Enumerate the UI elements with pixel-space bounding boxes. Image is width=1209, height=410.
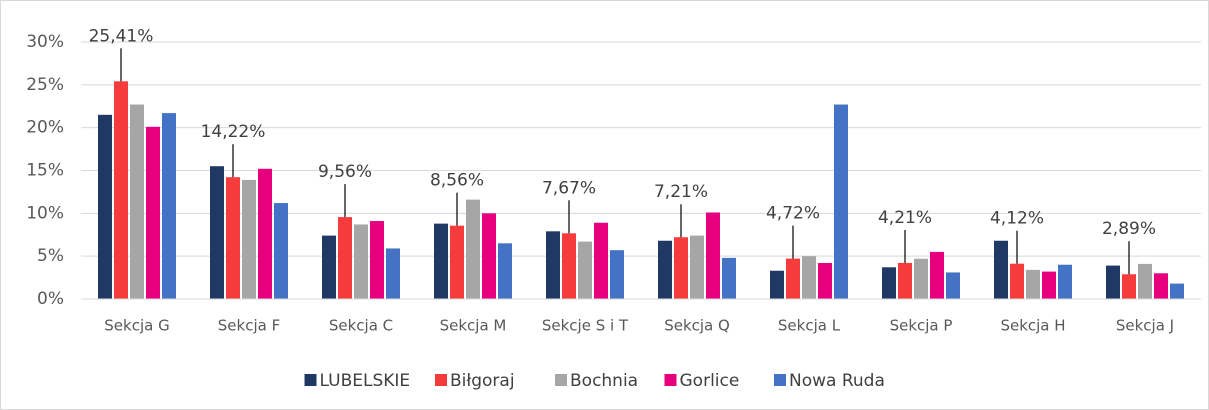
bar <box>338 217 352 299</box>
bar <box>994 240 1008 299</box>
bar <box>802 256 816 299</box>
legend-swatch <box>555 374 567 386</box>
bar <box>1026 269 1040 299</box>
bar <box>98 114 112 299</box>
bar <box>386 248 400 299</box>
legend-label: Gorlice <box>680 371 740 391</box>
bar <box>450 225 464 299</box>
y-tick-label: 20% <box>26 118 64 138</box>
bar <box>562 233 576 299</box>
legend-swatch <box>774 374 786 386</box>
legend-label: LUBELSKIE <box>320 371 411 391</box>
bar <box>498 243 512 299</box>
data-label: 14,22% <box>201 122 266 142</box>
x-tick-label: Sekcja C <box>329 317 393 335</box>
data-label: 8,56% <box>430 171 484 191</box>
data-label: 9,56% <box>318 162 372 182</box>
legend-label: Nowa Ruda <box>789 371 885 391</box>
bar <box>706 212 720 299</box>
legend-swatch <box>664 374 677 386</box>
bar <box>370 221 384 299</box>
bar <box>834 104 848 299</box>
bar <box>322 235 336 299</box>
bar <box>1106 265 1120 299</box>
data-label: 4,12% <box>990 209 1044 229</box>
legend-label: Biłgoraj <box>450 371 515 391</box>
bar <box>210 166 224 299</box>
bar <box>882 267 896 299</box>
data-label: 7,67% <box>542 178 596 198</box>
bar <box>1154 273 1168 299</box>
y-tick-label: 10% <box>26 203 64 223</box>
bar <box>162 113 176 299</box>
x-tick-label: Sekcja Q <box>664 317 730 335</box>
data-label: 4,21% <box>878 208 932 228</box>
data-label: 7,21% <box>654 182 708 202</box>
bar <box>466 199 480 299</box>
bar <box>1042 271 1056 299</box>
y-tick-label: 30% <box>26 32 64 52</box>
bar <box>146 126 160 299</box>
bar <box>674 237 688 299</box>
bar <box>482 213 496 299</box>
x-tick-label: Sekcja F <box>218 317 280 335</box>
data-label: 2,89% <box>1102 219 1156 239</box>
bar <box>946 272 960 299</box>
legend-swatch <box>304 374 317 386</box>
bar <box>274 203 288 299</box>
data-label: 4,72% <box>766 204 820 224</box>
bar <box>722 257 736 299</box>
bar <box>1010 263 1024 299</box>
bar <box>594 222 608 299</box>
bar <box>1122 274 1136 299</box>
bar <box>786 258 800 299</box>
legend-swatch <box>435 374 447 386</box>
bar <box>658 240 672 299</box>
data-label: 25,41% <box>89 26 154 46</box>
x-tick-label: Sekcja J <box>1116 317 1174 335</box>
bar <box>690 235 704 299</box>
bar <box>354 224 368 299</box>
bar <box>610 250 624 299</box>
bar <box>930 251 944 299</box>
x-tick-label: Sekcja G <box>104 317 169 335</box>
x-tick-label: Sekcje S i T <box>542 317 629 335</box>
bar <box>898 262 912 299</box>
y-tick-label: 15% <box>26 161 64 181</box>
bar <box>770 270 784 299</box>
bar <box>1170 283 1184 299</box>
x-tick-label: Sekcja L <box>778 317 841 335</box>
y-tick-label: 0% <box>37 289 64 309</box>
bar <box>114 81 128 299</box>
bar <box>914 258 928 299</box>
bar <box>242 179 256 299</box>
x-tick-label: Sekcja H <box>1000 317 1065 335</box>
bar <box>1138 263 1152 299</box>
bar <box>434 223 448 299</box>
bar <box>578 241 592 299</box>
legend-label: Bochnia <box>570 371 638 391</box>
bar <box>258 168 272 299</box>
bar <box>818 263 832 299</box>
x-tick-label: Sekcja P <box>890 317 953 335</box>
bar <box>226 177 240 299</box>
bar <box>130 104 144 299</box>
bar <box>1058 264 1072 299</box>
bar <box>546 231 560 299</box>
y-tick-label: 25% <box>26 75 64 95</box>
y-tick-label: 5% <box>37 246 64 266</box>
x-tick-label: Sekcja M <box>440 317 507 335</box>
